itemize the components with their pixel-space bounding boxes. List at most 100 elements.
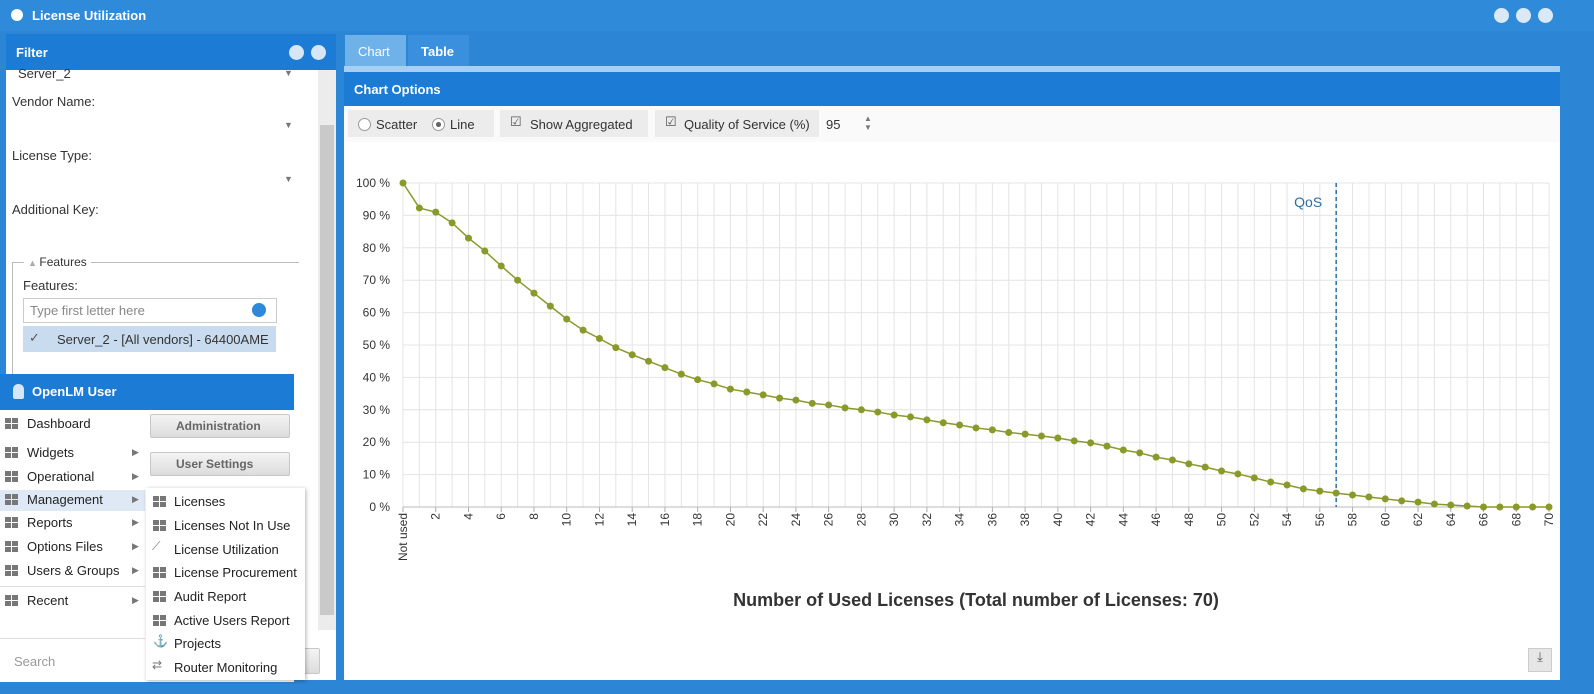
menu-item[interactable]: Users & Groups xyxy=(27,563,119,578)
x-tick-label: 10 xyxy=(560,513,574,527)
checkbox[interactable]: ✓ xyxy=(29,330,40,346)
point xyxy=(1022,431,1029,438)
y-tick-label: 90 % xyxy=(363,208,391,222)
point xyxy=(1447,502,1454,509)
submenu-item[interactable]: Licenses xyxy=(174,494,225,509)
point xyxy=(940,419,947,426)
point xyxy=(580,327,587,334)
submenu-item[interactable]: Router Monitoring xyxy=(174,660,277,675)
user-icon xyxy=(13,384,24,399)
filter-header: Filter xyxy=(6,34,336,70)
point xyxy=(760,391,767,398)
point xyxy=(563,316,570,323)
submenu-item[interactable]: Projects xyxy=(174,636,221,651)
menu-item[interactable]: Dashboard xyxy=(27,416,91,431)
download-button[interactable]: ⤓ xyxy=(1528,648,1552,672)
submenu-item[interactable]: Audit Report xyxy=(174,589,246,604)
x-tick-label: 12 xyxy=(592,513,606,527)
point xyxy=(449,219,456,226)
scrollbar-thumb[interactable] xyxy=(320,125,334,615)
point xyxy=(1251,474,1258,481)
point xyxy=(400,180,407,187)
selected-feature-row[interactable]: ✓ Server_2 - [All vendors] - 64400AME xyxy=(23,326,276,352)
close-button[interactable] xyxy=(1538,8,1553,23)
user-menu-header: OpenLM User xyxy=(0,374,294,410)
dropdown-arrow[interactable]: ▼ xyxy=(284,120,293,130)
minimize-button[interactable] xyxy=(1494,8,1509,23)
submenu-item[interactable]: Licenses Not In Use xyxy=(174,518,290,533)
point xyxy=(956,422,963,429)
point xyxy=(481,248,488,255)
point xyxy=(1038,433,1045,440)
radio-line[interactable] xyxy=(432,118,445,131)
y-tick-label: 50 % xyxy=(363,338,391,352)
tab-chart[interactable]: Chart xyxy=(345,35,406,66)
qos-value[interactable]: 95 xyxy=(826,117,840,132)
x-tick-label: 30 xyxy=(887,513,901,527)
user-menu-title: OpenLM User xyxy=(32,384,117,399)
point xyxy=(514,277,521,284)
point xyxy=(612,344,619,351)
x-tick-label: 56 xyxy=(1313,513,1327,527)
menu-item[interactable]: Reports xyxy=(27,515,73,530)
field-label: Vendor Name: xyxy=(12,94,95,109)
point xyxy=(1169,457,1176,464)
tab-table[interactable]: Table xyxy=(408,35,469,66)
radio-scatter[interactable] xyxy=(358,118,371,131)
tab-label: Chart xyxy=(358,44,390,59)
add-button[interactable] xyxy=(252,303,266,317)
point xyxy=(1202,464,1209,471)
point xyxy=(1103,443,1110,450)
checkbox-label[interactable]: Quality of Service (%) xyxy=(684,117,810,132)
submenu-item[interactable]: License Utilization xyxy=(174,542,279,557)
point xyxy=(1005,429,1012,436)
point xyxy=(1153,454,1160,461)
point xyxy=(1349,492,1356,499)
point xyxy=(711,380,718,387)
settings-button[interactable] xyxy=(311,45,326,60)
menu-item[interactable]: Operational xyxy=(27,469,94,484)
maximize-button[interactable] xyxy=(1516,8,1531,23)
dropdown-arrow[interactable]: ▼ xyxy=(284,174,293,184)
y-tick-label: 30 % xyxy=(363,403,391,417)
x-tick-label: 48 xyxy=(1182,513,1196,527)
point xyxy=(1464,503,1471,510)
spinner[interactable]: ▲▼ xyxy=(864,114,872,132)
x-tick-label: 8 xyxy=(527,513,541,520)
x-tick-label: 16 xyxy=(658,513,672,527)
menu-item[interactable]: Management xyxy=(27,492,103,507)
radio-label[interactable]: Line xyxy=(450,117,475,132)
administration-button[interactable]: Administration xyxy=(150,414,290,438)
checkbox[interactable]: ☑ xyxy=(510,114,522,130)
y-tick-label: 80 % xyxy=(363,241,391,255)
feature-search-input[interactable]: Type first letter here xyxy=(23,298,277,323)
checkbox[interactable]: ☑ xyxy=(665,114,677,130)
collapse-button[interactable] xyxy=(289,45,304,60)
menu-item[interactable]: Widgets xyxy=(27,445,74,460)
field-label: License Type: xyxy=(12,148,92,163)
point xyxy=(416,204,423,211)
point xyxy=(645,358,652,365)
x-tick-label: 6 xyxy=(494,513,508,520)
point xyxy=(792,397,799,404)
aggregated-group: ☑ Show Aggregated xyxy=(500,110,648,137)
submenu-item[interactable]: Active Users Report xyxy=(174,613,290,628)
point xyxy=(1284,481,1291,488)
submenu-item[interactable]: License Procurement xyxy=(174,565,297,580)
app-icon xyxy=(11,9,23,21)
dropdown-arrow[interactable]: ▼ xyxy=(284,68,293,78)
point xyxy=(1382,495,1389,502)
point xyxy=(1136,449,1143,456)
scrollbar[interactable] xyxy=(318,70,336,630)
user-settings-button[interactable]: User Settings xyxy=(150,452,290,476)
server-value: Server_2 xyxy=(18,66,71,81)
point xyxy=(874,409,881,416)
menu-item[interactable]: Recent xyxy=(27,593,68,608)
features-legend[interactable]: ▲ Features xyxy=(24,255,91,269)
point xyxy=(596,335,603,342)
radio-label[interactable]: Scatter xyxy=(376,117,417,132)
menu-item[interactable]: Options Files xyxy=(27,539,103,554)
x-tick-label: 70 xyxy=(1542,513,1556,527)
checkbox-label[interactable]: Show Aggregated xyxy=(530,117,633,132)
search-box[interactable]: Search xyxy=(14,654,55,669)
